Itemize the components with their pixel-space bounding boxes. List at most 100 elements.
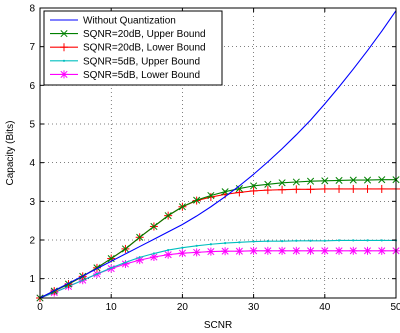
data-point [235, 185, 243, 193]
y-axis-label: Capacity (Bits) [5, 120, 16, 185]
x-tick-label: 0 [37, 302, 43, 313]
data-point [149, 253, 158, 262]
legend-marker [60, 30, 68, 38]
legend-label: Without Quantization [83, 16, 176, 27]
legend-label: SQNR=20dB, Lower Bound [83, 43, 206, 54]
data-point [306, 246, 315, 255]
data-point [292, 185, 301, 194]
data-point [193, 196, 201, 204]
data-point [224, 241, 227, 245]
data-point [249, 186, 258, 195]
data-point [323, 239, 326, 242]
x-tick-label: 50 [390, 302, 400, 313]
data-point [292, 178, 300, 186]
data-point [138, 256, 141, 259]
data-point [321, 177, 329, 185]
data-point [378, 176, 386, 184]
data-point [207, 191, 215, 200]
legend-marker [60, 70, 68, 79]
y-tick-label: 7 [29, 42, 35, 53]
legend-marker [62, 59, 66, 62]
data-point [278, 179, 286, 187]
data-point [206, 193, 215, 202]
series-line [39, 10, 397, 299]
data-point [235, 247, 244, 256]
y-tick-label: 3 [29, 197, 35, 208]
y-tick-label: 5 [29, 120, 35, 131]
data-point [320, 184, 329, 193]
y-tick-label: 8 [29, 4, 35, 15]
plot-frame [39, 7, 397, 299]
data-point [377, 184, 386, 193]
data-point [192, 248, 201, 257]
legend-label: SQNR=5dB, Lower Bound [83, 70, 200, 81]
data-point [238, 241, 241, 244]
data-point [136, 233, 144, 241]
series-line [39, 179, 396, 299]
data-point [110, 266, 113, 269]
legend: Without Quantization SQNR=20dB, Upper Bou… [43, 10, 223, 86]
data-point [150, 222, 158, 231]
data-point [152, 252, 156, 255]
legend-entry: SQNR=20dB, Upper Bound [50, 29, 206, 40]
data-point [295, 239, 298, 242]
series-line [39, 239, 396, 299]
series-0 [39, 10, 397, 299]
data-point [206, 247, 215, 256]
data-point [250, 182, 258, 190]
data-point [292, 246, 301, 255]
y-tick-label: 1 [29, 274, 35, 285]
data-point [178, 249, 187, 258]
x-axis-label: SCNR [204, 320, 232, 331]
data-point [164, 250, 173, 259]
y-tick-label: 6 [29, 81, 35, 92]
data-point [320, 246, 329, 255]
legend-label: SQNR=20dB, Upper Bound [83, 29, 206, 40]
data-point [249, 246, 258, 255]
data-point [167, 248, 170, 252]
data-point [263, 186, 272, 195]
data-point [349, 246, 358, 255]
data-point [363, 184, 372, 193]
legend-box [43, 10, 223, 86]
data-point [349, 184, 358, 193]
x-tick-label: 40 [319, 302, 331, 313]
data-point [178, 203, 186, 211]
x-tick-label: 30 [248, 302, 260, 313]
data-point [252, 240, 255, 243]
legend-entry: SQNR=5dB, Upper Bound [50, 56, 200, 67]
data-point [121, 245, 129, 253]
data-point [221, 188, 229, 196]
legend-marker [60, 43, 68, 52]
data-point [349, 176, 357, 184]
data-point [221, 247, 230, 256]
series-group [36, 10, 400, 302]
data-point [124, 261, 127, 264]
data-point [263, 246, 272, 255]
y-tick-label: 4 [29, 158, 35, 169]
legend-entry: SQNR=20dB, Lower Bound [50, 43, 206, 54]
data-point [337, 239, 341, 242]
data-point [352, 239, 355, 242]
data-point [280, 240, 284, 243]
data-point [306, 185, 315, 194]
data-point [278, 185, 287, 194]
data-point [95, 272, 99, 276]
data-point [363, 246, 372, 255]
legend-entry: Without Quantization [50, 16, 176, 27]
data-point [335, 176, 343, 185]
data-point [363, 176, 372, 184]
data-point [235, 188, 244, 197]
data-point [377, 246, 386, 255]
data-point [278, 246, 287, 255]
data-point [209, 243, 212, 246]
data-point [366, 239, 369, 242]
data-point [335, 184, 344, 193]
y-tick-label: 2 [29, 236, 35, 247]
x-tick-label: 20 [177, 302, 189, 313]
data-point [309, 239, 312, 242]
data-point [264, 180, 272, 188]
data-point [195, 244, 198, 247]
legend-entry: SQNR=5dB, Lower Bound [50, 70, 200, 81]
